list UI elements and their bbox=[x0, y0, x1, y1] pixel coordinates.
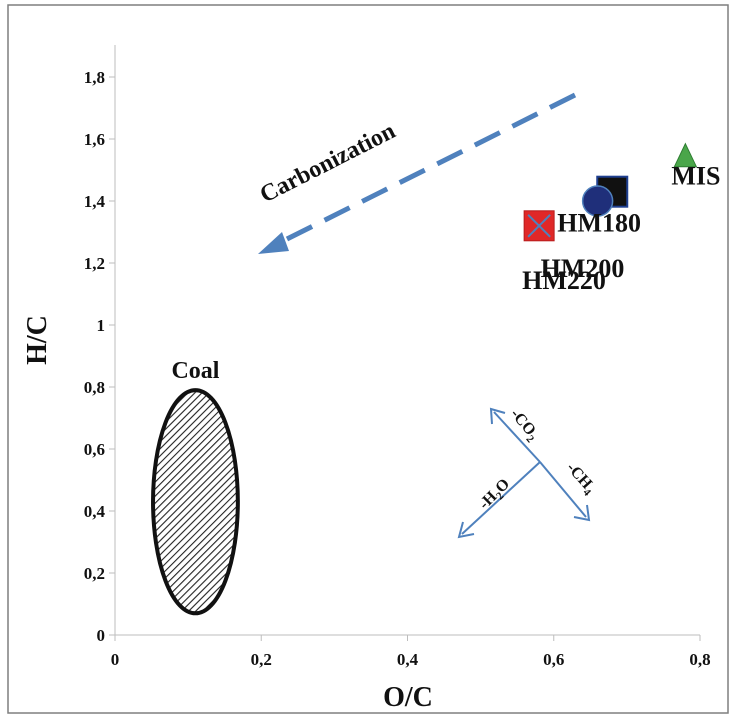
y-tick-label: 0,6 bbox=[84, 440, 105, 459]
point-hm220 bbox=[524, 211, 554, 241]
x-axis-title: O/C bbox=[383, 682, 433, 713]
y-tick-label: 1,6 bbox=[84, 130, 105, 149]
point-label-mis: MIS bbox=[671, 162, 720, 191]
co2-label: -CO2 bbox=[505, 406, 543, 446]
h2o-label: -H2O bbox=[476, 476, 515, 515]
y-tick-label: 1,8 bbox=[84, 68, 105, 87]
y-tick-label: 1,2 bbox=[84, 254, 105, 273]
x-tick-label: 0,4 bbox=[397, 650, 419, 669]
y-tick-label: 0 bbox=[97, 626, 106, 645]
y-axis-title: H/C bbox=[22, 315, 53, 365]
x-tick-label: 0,6 bbox=[543, 650, 564, 669]
x-tick-group: 0 0,2 0,4 0,6 0,8 bbox=[111, 635, 711, 669]
y-tick-label: 0,2 bbox=[84, 564, 105, 583]
y-tick-label: 0,4 bbox=[84, 502, 106, 521]
y-tick-label: 0,8 bbox=[84, 378, 105, 397]
y-tick-label: 1 bbox=[97, 316, 106, 335]
region-group: Coal bbox=[153, 358, 238, 613]
y-tick-label: 1,4 bbox=[84, 192, 106, 211]
x-tick-label: 0 bbox=[111, 650, 120, 669]
coal-region bbox=[153, 390, 238, 613]
point-label-hm220: HM220 bbox=[522, 266, 606, 295]
x-tick-label: 0,8 bbox=[689, 650, 710, 669]
x-tick-label: 0,2 bbox=[251, 650, 272, 669]
point-label-hm180: HM180 bbox=[557, 209, 641, 238]
outer-frame bbox=[8, 5, 728, 713]
coal-label: Coal bbox=[171, 358, 219, 384]
y-tick-group: 0 0,2 0,4 0,6 0,8 1 1,2 1,4 1,6 1,8 bbox=[84, 68, 115, 645]
